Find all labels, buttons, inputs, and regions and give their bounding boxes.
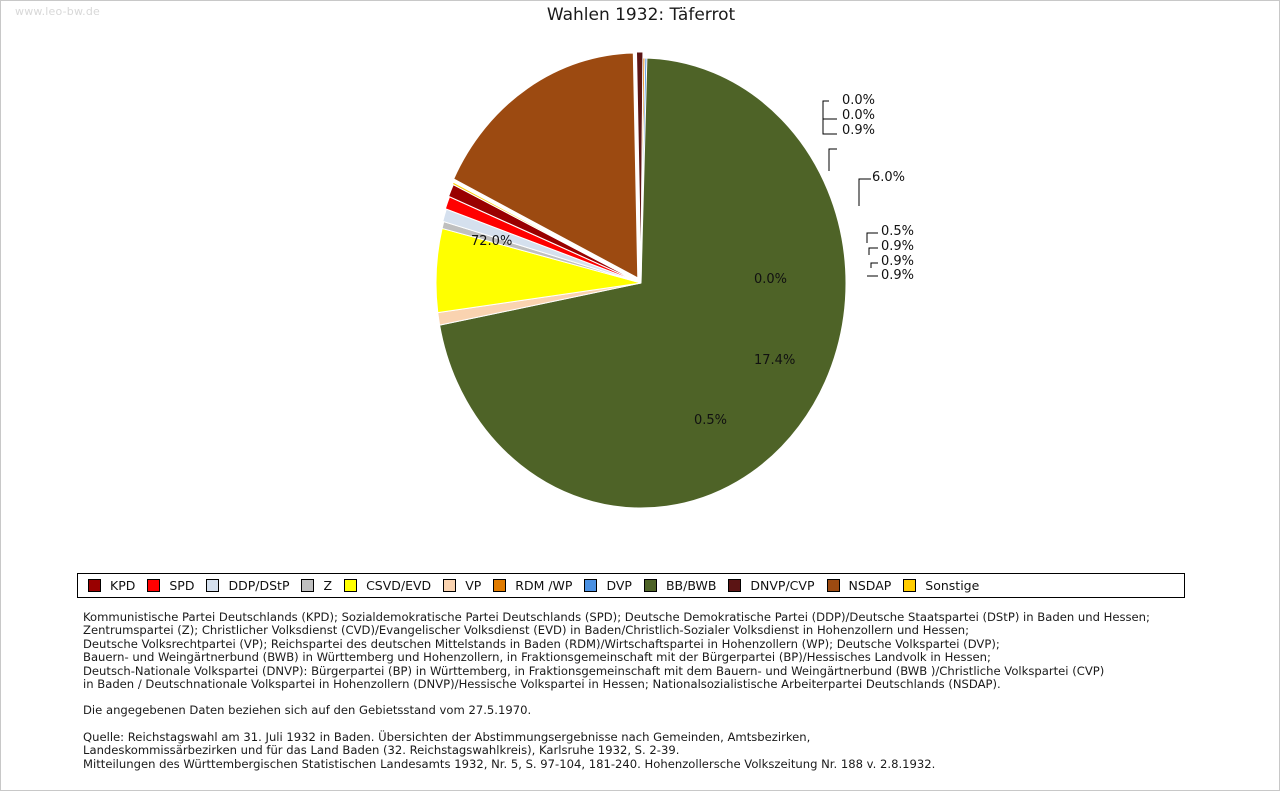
pie-slices-group [435, 51, 847, 509]
callout-label-rdm-wp: 0.0% [842, 108, 876, 123]
leader-line-z [866, 232, 878, 243]
slice-label-sonstige: 0.0% [754, 272, 788, 287]
legend-item-bb-bwb[interactable]: BB/BWB [634, 574, 718, 597]
legend-item-csvd-evd[interactable]: CSVD/EVD [334, 574, 433, 597]
callout-label-z: 0.5% [881, 224, 915, 239]
callout-label-csvd-evd: 6.0% [872, 170, 906, 185]
legend-item-label: RDM /WP [515, 578, 573, 593]
footnote-line: Deutsch-Nationale Volkspartei (DNVP): Bü… [83, 663, 1105, 678]
leader-line-rdm-wp [822, 100, 837, 135]
legend-item-label: NSDAP [848, 578, 892, 593]
chart-legend: KPD SPD DDP/DStP Z CSVD/EVD VP RDM /WP DVP BB/BW… [77, 573, 1185, 598]
legend-item-label: KPD [110, 578, 136, 593]
slice-label-bb-bwb: 72.0% [471, 234, 513, 249]
legend-swatch-icon [643, 579, 657, 592]
callout-label-kpd: 0.9% [881, 268, 915, 283]
pie-slice-sonstige[interactable] [451, 181, 638, 282]
legend-swatch-icon [728, 579, 742, 592]
footnote-line: Zentrumspartei (Z); Christlicher Volksdi… [83, 623, 970, 638]
legend-swatch-icon [493, 579, 507, 592]
slice-label-nsdap: 17.4% [754, 353, 796, 368]
legend-item-label: Z [323, 578, 333, 593]
pie-slice-nsdap[interactable] [453, 52, 639, 279]
footnote-line: Deutsche Volksrechtpartei (VP); Reichspa… [83, 636, 1000, 651]
legend-item-nsdap[interactable]: NSDAP [817, 574, 894, 597]
legend-swatch-icon [344, 579, 358, 592]
legend-item-vp[interactable]: VP [433, 574, 483, 597]
legend-swatch-icon [88, 579, 101, 592]
callout-label-vp: 0.9% [842, 123, 876, 138]
leader-line-spd [870, 262, 878, 268]
legend-item-label: Sonstige [925, 578, 980, 593]
legend-item-dvp[interactable]: DVP [574, 574, 634, 597]
leader-line-vp [828, 148, 837, 171]
page-title: Wahlen 1932: Täferrot [546, 5, 736, 25]
legend-swatch-icon [826, 579, 840, 592]
legend-item-label: SPD [169, 578, 195, 593]
legend-swatch-icon [301, 579, 315, 592]
footnotes: Kommunistische Partei Deutschlands (KPD)… [83, 610, 1203, 784]
pie-leader-lines-group [822, 100, 878, 277]
legend-swatch-icon [147, 579, 161, 592]
footnote-territory: Die angegebenen Daten beziehen sich auf … [83, 703, 1203, 718]
footnote-line: Kommunistische Partei Deutschlands (KPD)… [83, 610, 1150, 624]
footnote-line: Quelle: Reichstagswahl am 31. Juli 1932 … [83, 729, 811, 744]
legend-item-z[interactable]: Z [291, 574, 334, 597]
footnote-source: Quelle: Reichstagswahl am 31. Juli 1932 … [83, 729, 1203, 771]
legend-item-label: DNVP/CVP [750, 578, 815, 593]
leader-line-ddp-dstp [868, 247, 878, 255]
callout-label-dvp: 0.0% [842, 93, 876, 108]
footnote-line: Landeskommissärbezirken und für das Land… [83, 743, 680, 758]
legend-swatch-icon [443, 579, 457, 592]
legend-item-label: BB/BWB [665, 578, 717, 593]
footnote-line: Die angegebenen Daten beziehen sich auf … [83, 703, 532, 718]
pie-slice-bb-bwb[interactable] [439, 57, 847, 509]
legend-item-label: DVP [606, 578, 632, 593]
legend-item-sonstige[interactable]: Sonstige [893, 574, 981, 597]
callout-label-ddp-dstp: 0.9% [881, 239, 915, 254]
legend-item-label: CSVD/EVD [366, 578, 432, 593]
slice-label-dnvp-cvp: 0.5% [694, 413, 728, 428]
legend-item-dnvp-cvp[interactable]: DNVP/CVP [718, 574, 816, 597]
pie-slice-dvp[interactable] [640, 57, 648, 284]
pie-chart-area: 72.0% 17.4% 0.5% 0.0% 0.0% 0.0% 0.9% 6.0… [1, 31, 1280, 551]
leader-line-csvd-evd [858, 178, 871, 206]
legend-item-spd[interactable]: SPD [137, 574, 196, 597]
legend-item-label: VP [465, 578, 482, 593]
legend-item-rdm-wp[interactable]: RDM /WP [483, 574, 574, 597]
footnote-line: in Baden / Deutschnationale Volkspartei … [83, 677, 1001, 692]
site-watermark: www.leo-bw.de [15, 5, 101, 18]
legend-swatch-icon [584, 579, 598, 592]
legend-item-ddp-dstp[interactable]: DDP/DStP [196, 574, 291, 597]
footnote-line: Mitteilungen des Württembergischen Stati… [83, 756, 936, 771]
leader-line-dvp [822, 100, 837, 120]
legend-item-kpd[interactable]: KPD [78, 574, 137, 597]
callout-label-spd: 0.9% [881, 254, 915, 269]
pie-chart-svg [435, 51, 878, 509]
footnote-line: Bauern- und Weingärtnerbund (BWB) in Wür… [83, 650, 991, 665]
legend-item-label: DDP/DStP [228, 578, 290, 593]
footnote-parties: Kommunistische Partei Deutschlands (KPD)… [83, 610, 1203, 692]
legend-swatch-icon [206, 579, 220, 592]
legend-swatch-icon [903, 579, 917, 592]
